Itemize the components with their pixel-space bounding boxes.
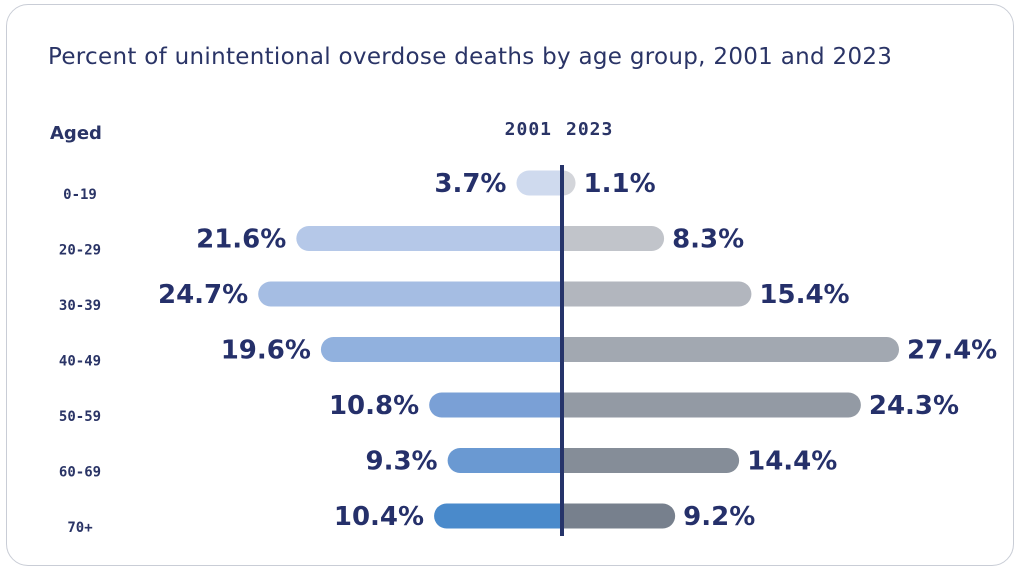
- bar-2001-70+: [434, 503, 562, 529]
- value-label-2001-20-29: 21.6%: [196, 225, 286, 255]
- bar-2023-40-49: [562, 337, 900, 362]
- value-label-2023-0-19: 1.1%: [584, 169, 656, 199]
- series-label-2001: 2001: [504, 119, 552, 140]
- value-label-2023-20-29: 8.3%: [672, 225, 744, 255]
- age-label-20-29: 20-29: [59, 243, 101, 259]
- bar-2023-60-69: [562, 448, 740, 473]
- value-label-2001-40-49: 19.6%: [221, 336, 311, 366]
- value-label-2001-30-39: 24.7%: [158, 280, 248, 310]
- age-label-30-39: 30-39: [59, 298, 101, 314]
- value-label-2001-70+: 10.4%: [334, 502, 424, 532]
- age-label-60-69: 60-69: [59, 465, 101, 481]
- value-label-2001-50-59: 10.8%: [329, 391, 419, 421]
- value-label-2023-50-59: 24.3%: [869, 391, 959, 421]
- bar-2001-30-39: [258, 281, 562, 307]
- bar-2001-20-29: [296, 226, 562, 251]
- bar-2023-20-29: [562, 226, 665, 251]
- value-label-2001-60-69: 9.3%: [366, 447, 438, 477]
- bar-2001-60-69: [447, 448, 562, 473]
- value-label-2023-70+: 9.2%: [683, 502, 755, 532]
- value-label-2023-30-39: 15.4%: [759, 280, 849, 310]
- age-label-40-49: 40-49: [59, 354, 101, 370]
- value-label-2001-0-19: 3.7%: [434, 169, 506, 199]
- age-label-70+: 70+: [67, 520, 92, 536]
- bar-2001-40-49: [320, 337, 562, 362]
- age-column-header: Aged: [50, 123, 102, 144]
- chart-title: Percent of unintentional overdose deaths…: [48, 44, 893, 70]
- bar-2001-0-19: [516, 170, 562, 196]
- value-label-2023-60-69: 14.4%: [747, 447, 837, 477]
- age-label-0-19: 0-19: [63, 187, 97, 203]
- bar-2023-0-19: [562, 170, 576, 196]
- series-label-2023: 2023: [566, 119, 614, 140]
- age-label-50-59: 50-59: [59, 409, 101, 425]
- bar-2023-50-59: [562, 392, 861, 418]
- bar-2001-50-59: [429, 392, 562, 418]
- bar-2023-70+: [562, 503, 676, 529]
- value-label-2023-40-49: 27.4%: [907, 336, 997, 366]
- bar-2023-30-39: [562, 281, 752, 307]
